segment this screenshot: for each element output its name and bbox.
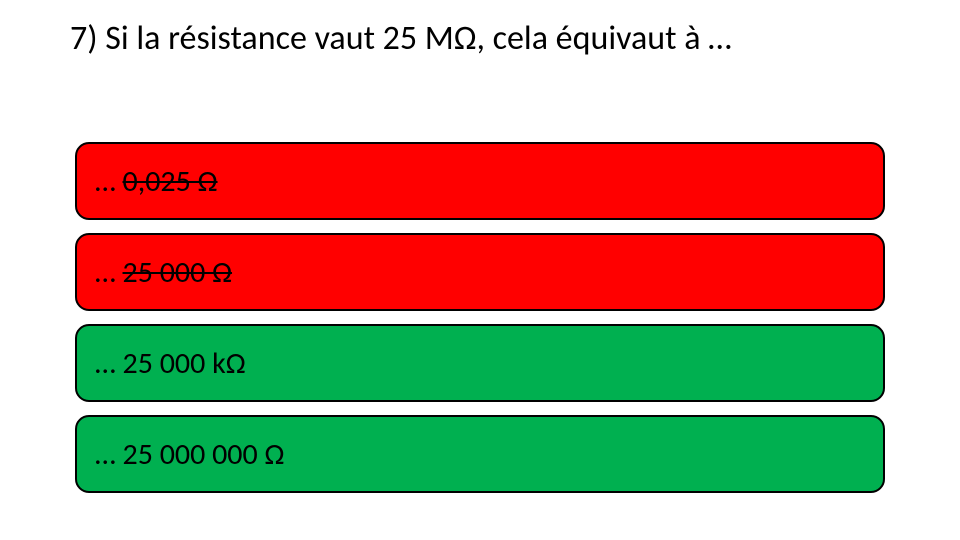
question-number: 7) [70, 18, 98, 59]
answer-text: 25 000 000 Ω [123, 436, 285, 473]
answer-prefix: … [95, 163, 116, 200]
answer-option-2[interactable]: … 25 000 Ω [75, 233, 885, 311]
answer-option-1[interactable]: … 0,025 Ω [75, 142, 885, 220]
answer-prefix: … [95, 254, 116, 291]
answer-text: 0,025 Ω [123, 163, 218, 200]
answer-prefix: … [95, 436, 116, 473]
question-text: 7) Si la résistance vaut 25 MΩ, cela équ… [70, 18, 732, 59]
answer-text: 25 000 kΩ [123, 345, 246, 382]
question-body: Si la résistance vaut 25 MΩ, cela équiva… [105, 18, 731, 59]
answer-option-3[interactable]: … 25 000 kΩ [75, 324, 885, 402]
answer-text: 25 000 Ω [123, 254, 233, 291]
answer-option-4[interactable]: … 25 000 000 Ω [75, 415, 885, 493]
answers-container: … 0,025 Ω … 25 000 Ω … 25 000 kΩ … 25 00… [75, 142, 885, 493]
answer-prefix: … [95, 345, 116, 382]
